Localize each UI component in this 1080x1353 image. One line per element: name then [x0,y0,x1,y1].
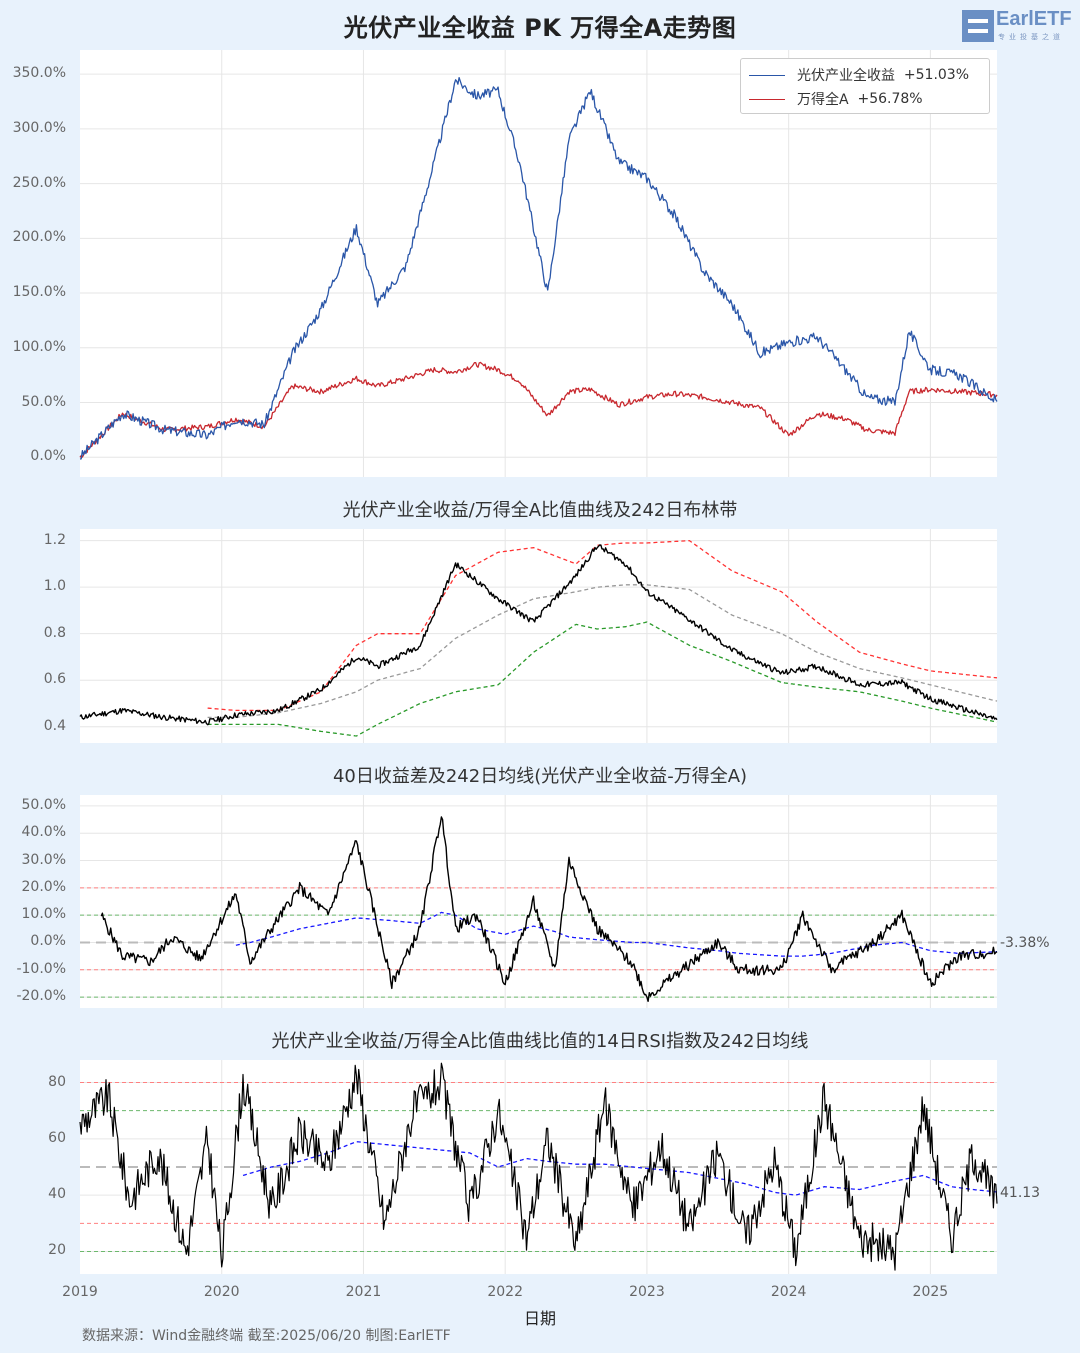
x-tick-label: 2021 [345,1284,382,1300]
y-tick-label: -20.0% [16,988,66,1005]
y-tick-label: 150.0% [12,284,66,301]
subtitle-rsi: 光伏产业全收益/万得全A比值曲线比值的14日RSI指数及242日均线 [271,1031,809,1052]
legend: 光伏产业全收益 +51.03% 万得全A +56.78% [740,58,990,114]
y-tick-label: 100.0% [12,338,66,355]
end-label-rsi: 41.13 [1000,1185,1041,1201]
logo-subtext: 专业投基之道 [998,33,1064,41]
y-tick-label: 350.0% [12,65,66,82]
y-tick-label: 250.0% [12,174,66,191]
y-tick-label: 0.4 [43,717,66,734]
y-tick-label: 1.0 [43,578,66,595]
earletf-logo: EarlETF 专业投基之道 [962,8,1074,44]
series-line [235,911,997,957]
y-tick-label: 0.0% [30,933,66,950]
y-tick-label: 20 [48,1242,66,1259]
data-source-note: 数据来源：Wind金融终端 截至:2025/06/20 制图:EarlETF [82,1328,451,1344]
series-line [100,816,998,1002]
y-tick-label: 30.0% [21,851,66,868]
x-tick-label: 2024 [770,1284,807,1300]
legend-swatch-red [749,98,785,100]
end-label-return-diff: -3.38% [1000,935,1050,951]
y-tick-label: 1.2 [43,531,66,548]
x-tick-label: 2022 [487,1284,523,1300]
y-tick-label: 0.0% [30,448,66,465]
y-tick-label: 10.0% [21,906,66,923]
panel-performance [79,50,998,477]
series-line [79,1062,998,1271]
series-line [79,361,998,458]
x-tick-label: 2020 [203,1284,240,1300]
y-tick-label: 80 [48,1073,66,1090]
series-line [207,584,998,719]
subtitle-bollinger: 光伏产业全收益/万得全A比值曲线及242日布林带 [342,500,738,521]
y-tick-label: 0.6 [43,671,66,688]
y-tick-label: 40 [48,1186,66,1203]
series-line [79,544,998,726]
series-line [79,76,998,460]
subtitle-return-diff: 40日收益差及242日均线(光伏产业全收益-万得全A) [332,766,748,787]
panel-return-diff [80,795,998,1008]
series-line [207,621,998,737]
y-tick-label: 0.8 [43,624,66,641]
y-tick-label: 50.0% [21,393,66,410]
legend-item-pv: 光伏产业全收益 +51.03% [749,65,969,85]
y-tick-label: -10.0% [16,960,66,977]
logo-text: EarlETF [996,8,1072,30]
y-tick-label: 50.0% [21,796,66,813]
y-tick-label: 200.0% [12,229,66,246]
legend-item-wind: 万得全A +56.78% [749,89,923,109]
x-tick-label: 2025 [912,1284,949,1300]
y-tick-label: 300.0% [12,119,66,136]
plot-area [79,529,998,743]
plot-area [79,50,998,477]
plot-area [79,1060,998,1274]
y-tick-label: 60 [48,1129,66,1146]
y-tick-label: 40.0% [21,824,66,841]
series-line [207,539,998,712]
x-tick-label: 2023 [629,1284,665,1300]
panel-rsi [79,1060,998,1274]
series-line [242,1141,998,1196]
legend-swatch-blue [749,74,785,76]
y-tick-label: 20.0% [21,878,66,895]
plot-area [80,795,998,1008]
x-axis-label: 日期 [523,1309,556,1328]
x-tick-label: 2019 [62,1284,98,1300]
chart-title: 光伏产业全收益 PK 万得全A走势图 [343,14,737,42]
panel-bollinger [79,529,998,743]
logo-mark-icon [962,10,994,42]
